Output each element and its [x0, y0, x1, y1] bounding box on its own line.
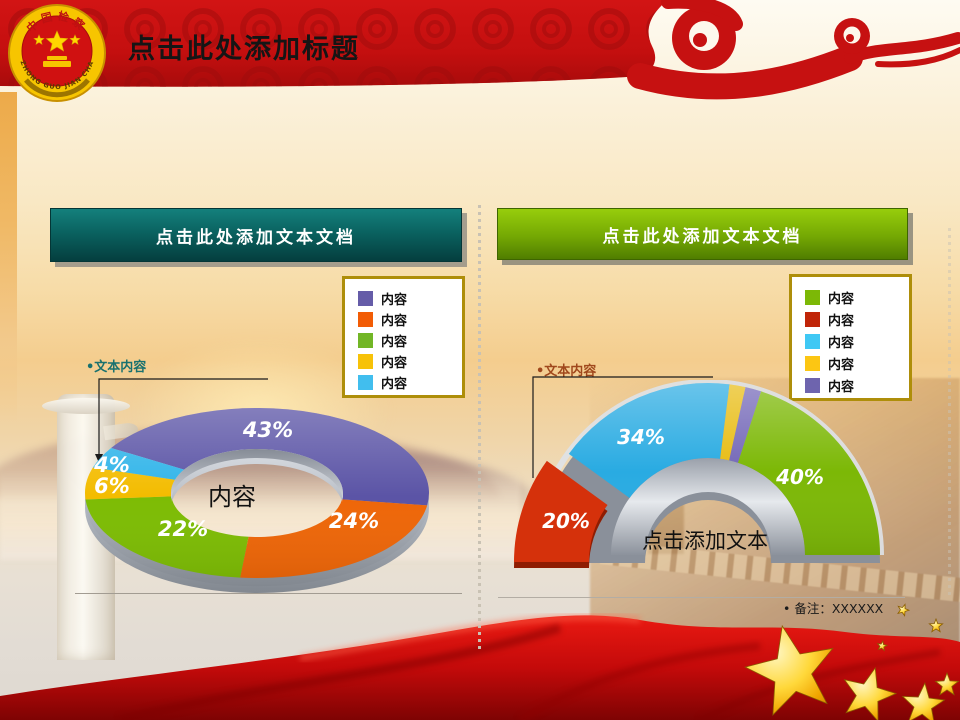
legend-item: 内容 — [805, 352, 909, 374]
gauge-inner-ring — [611, 458, 805, 555]
gauge-sheen — [568, 382, 880, 555]
right-callout-label[interactable]: •文本内容 — [536, 364, 597, 379]
legend-item: 内容 — [805, 330, 909, 352]
gold-star — [876, 639, 889, 652]
legend-item: 内容 — [805, 308, 909, 330]
top-banner — [0, 0, 960, 100]
donut-value-label: 43% — [242, 418, 293, 442]
left-panel-bottom-line — [75, 593, 462, 594]
note-placeholder[interactable]: • 备注：XXXXXX — [783, 601, 884, 616]
legend-label: 内容 — [381, 377, 408, 392]
left-edge-photo-strip — [0, 92, 17, 422]
gauge-center-label[interactable]: 点击添加文本 — [642, 529, 768, 553]
gauge-value-label: 20% — [542, 509, 590, 533]
legend-item: 内容 — [358, 330, 462, 351]
legend-swatch — [358, 333, 373, 348]
emblem-stars — [33, 30, 81, 52]
gauge-slice — [514, 460, 608, 562]
legend-item: 内容 — [358, 288, 462, 309]
donut-sheen — [84, 407, 429, 579]
left-donut-chart[interactable]: 43% 24% 22% 6%4% 内容 — [60, 395, 450, 600]
left-chart-legend[interactable]: 内容 内容 内容 内容 内容 — [342, 276, 465, 398]
legend-label: 内容 — [381, 335, 408, 350]
legend-label: 内容 — [828, 379, 855, 395]
gold-star — [843, 666, 898, 720]
dotted-divider — [478, 205, 481, 650]
legend-swatch — [805, 333, 820, 349]
right-panel-bottom-line — [498, 597, 905, 598]
procuratorate-emblem: 中国检察 ZHONG GUO JIAN CHA — [8, 4, 106, 102]
emblem-gate — [43, 56, 71, 67]
legend-label: 内容 — [381, 356, 408, 371]
left-header-label: 点击此处添加文本文档 — [156, 227, 356, 248]
slide-title-placeholder[interactable]: 点击此处添加标题 — [128, 34, 360, 65]
right-header-placeholder[interactable]: 点击此处添加文本文档 — [497, 208, 908, 260]
legend-item: 内容 — [805, 374, 909, 396]
gold-star — [934, 671, 960, 696]
left-header-placeholder[interactable]: 点击此处添加文本文档 — [50, 208, 462, 262]
legend-label: 内容 — [828, 357, 855, 373]
donut-value-label: 22% — [158, 517, 208, 541]
legend-swatch — [358, 312, 373, 327]
gauge-value-label: 40% — [775, 465, 824, 489]
legend-item: 内容 — [358, 351, 462, 372]
gold-star — [901, 681, 946, 720]
legend-swatch — [805, 355, 820, 371]
legend-item: 内容 — [358, 309, 462, 330]
left-callout-label[interactable]: •文本内容 — [86, 360, 147, 375]
donut-inner-wall — [171, 449, 343, 502]
legend-swatch — [805, 289, 820, 305]
legend-label: 内容 — [828, 335, 855, 351]
gauge-value-label: 34% — [617, 425, 665, 449]
legend-swatch — [805, 311, 820, 327]
gold-stars — [744, 603, 960, 720]
cloud-swirl-ornament — [627, 0, 960, 100]
legend-item: 内容 — [805, 286, 909, 308]
legend-swatch — [358, 375, 373, 390]
gold-star — [928, 617, 944, 633]
legend-swatch — [805, 377, 820, 393]
donut-center-label[interactable]: 内容 — [208, 483, 256, 511]
right-header-label: 点击此处添加文本文档 — [602, 226, 803, 247]
donut-value-label: 4% — [93, 453, 130, 477]
legend-swatch — [358, 291, 373, 306]
legend-label: 内容 — [381, 293, 408, 308]
red-ribbon-decoration — [0, 603, 960, 720]
dotted-divider-right — [948, 228, 951, 596]
right-gauge-chart[interactable]: 20% 34% 40% 点击添加文本 — [505, 380, 915, 575]
donut-value-label: 6% — [94, 474, 130, 498]
right-chart-legend[interactable]: 内容 内容 内容 内容 内容 — [789, 274, 912, 401]
gold-star — [744, 624, 834, 716]
gold-star — [897, 603, 911, 617]
legend-label: 内容 — [828, 313, 855, 329]
donut-value-label: 24% — [329, 509, 379, 533]
legend-item: 内容 — [358, 372, 462, 393]
legend-label: 内容 — [381, 314, 408, 329]
legend-swatch — [358, 354, 373, 369]
legend-label: 内容 — [828, 291, 855, 307]
